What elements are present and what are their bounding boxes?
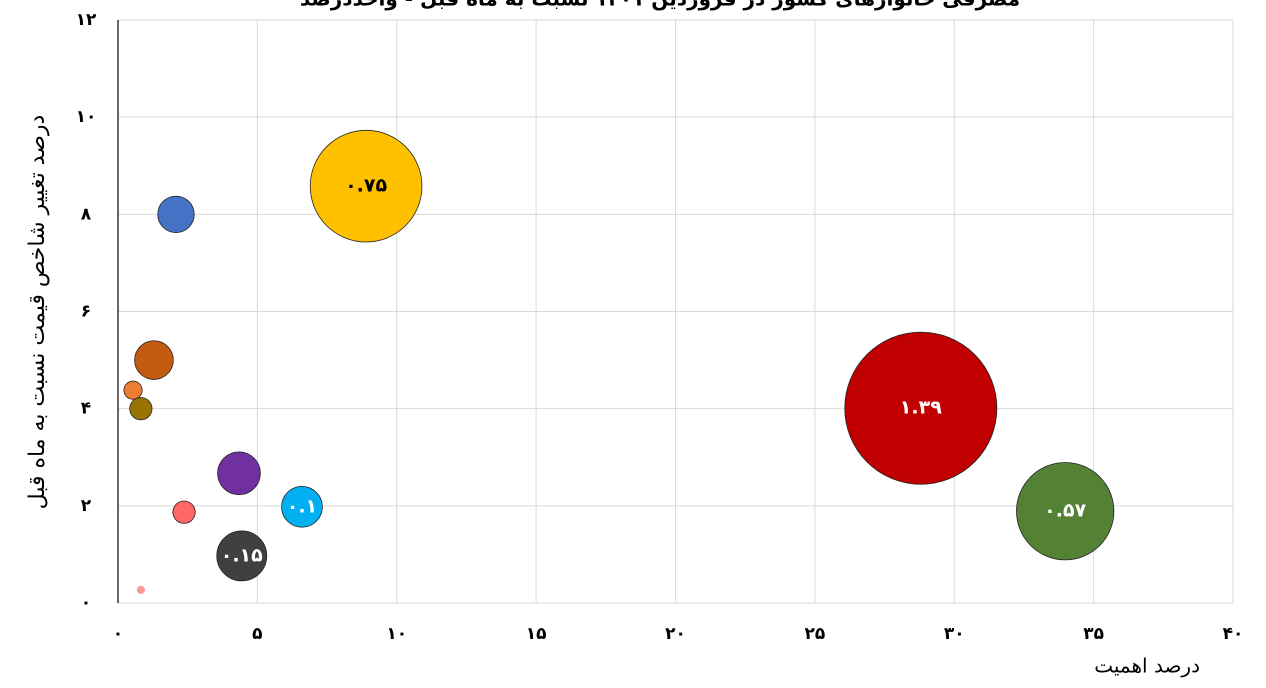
chart-title: مصرفی خانوارهای کشور در فروردین ۱۴۰۱ نسب… [300,0,1020,11]
data-label: ٠.٧۵ [345,175,387,197]
bubble [844,331,998,485]
bubble [281,486,323,528]
y-tick-label: ١٢ [76,10,97,30]
x-tick-label: ٢۵ [804,624,825,644]
bubble [1016,462,1115,561]
bubble [134,340,174,380]
data-label: ١.٣٩ [900,397,942,419]
y-axis-title: درصد تغییر شاخص قیمت نسبت به ماه قبل [25,115,50,510]
bubble [217,451,261,496]
bubble [123,380,143,400]
bubble [129,397,153,421]
data-label: ٠.١ [287,495,317,517]
x-tick-label: ۵ [252,624,262,644]
y-tick-label: ۴ [81,399,91,419]
y-tick-label: ٠ [81,593,91,613]
y-tick-label: ١٠ [76,107,97,127]
x-tick-label: ٣۵ [1083,624,1104,644]
x-tick-label: ١٠ [386,624,407,644]
bubble [136,585,145,594]
x-tick-label: ٠ [113,624,123,644]
data-label: ٠.١۵ [221,544,263,566]
bubble [216,530,268,582]
x-tick-label: ٣٠ [944,624,965,644]
y-tick-label: ٨ [81,204,92,224]
x-axis-title: درصد اهمیت [1094,654,1200,678]
bubble [309,129,423,243]
x-tick-label: ۴٠ [1223,624,1244,644]
data-label: ٠.۵٧ [1044,500,1086,522]
bubble [172,500,196,524]
y-tick-label: ٢ [81,496,92,516]
bubble [157,195,195,233]
x-tick-label: ١۵ [526,624,547,644]
y-tick-label: ۶ [81,302,91,322]
x-tick-label: ٢٠ [665,624,686,644]
